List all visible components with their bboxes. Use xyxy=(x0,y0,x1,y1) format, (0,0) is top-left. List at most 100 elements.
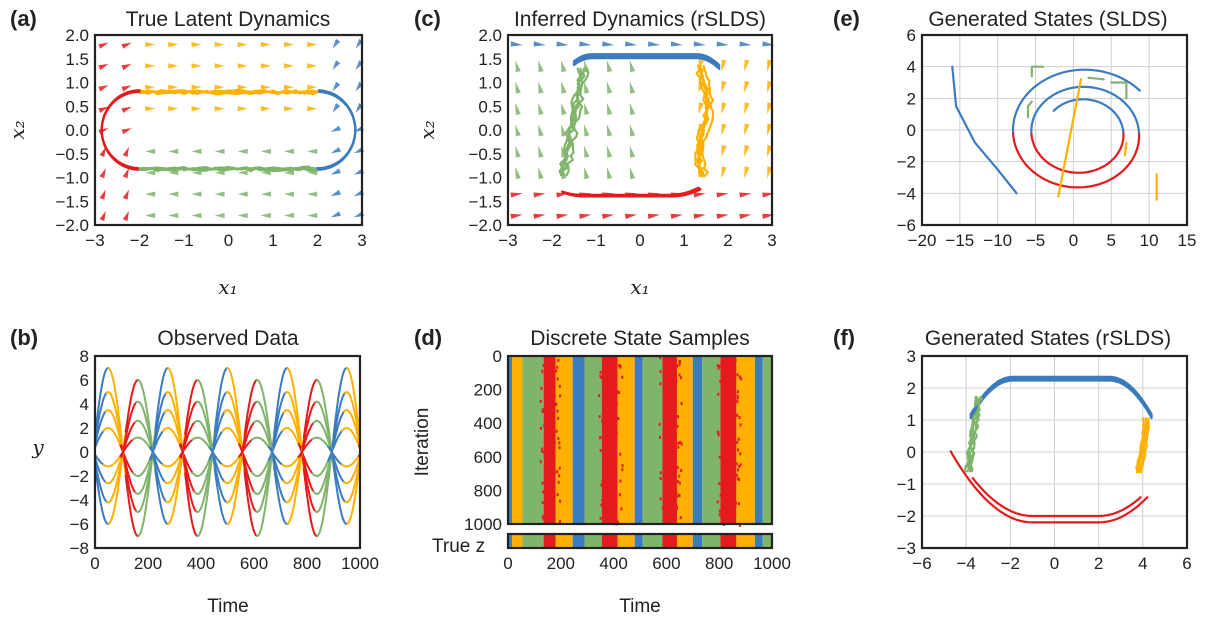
state-band xyxy=(763,356,772,524)
trajectory-segment xyxy=(1054,99,1124,132)
sample-noise xyxy=(600,449,602,452)
sample-noise xyxy=(680,516,682,519)
vector-arrow xyxy=(261,85,271,90)
sample-noise xyxy=(603,435,605,438)
sample-noise xyxy=(666,384,668,387)
sample-noise xyxy=(603,385,605,388)
vector-arrow xyxy=(694,41,706,46)
sample-noise xyxy=(557,417,559,420)
y-tick-label: −0.5 xyxy=(468,145,502,164)
sample-noise xyxy=(737,373,739,376)
sample-noise xyxy=(619,479,621,482)
y-tick-label: 2.0 xyxy=(478,26,502,45)
x-tick-label: −15 xyxy=(945,231,974,250)
x-tick-label: 15 xyxy=(1178,231,1197,250)
vector-arrow xyxy=(630,124,636,136)
sample-noise xyxy=(558,474,560,477)
state-band xyxy=(721,356,737,524)
sample-noise xyxy=(603,461,605,464)
sample-noise xyxy=(617,391,619,394)
vector-arrow xyxy=(168,213,178,218)
sample-noise xyxy=(616,431,618,434)
x-tick-label: 2 xyxy=(313,231,322,250)
sample-noise xyxy=(723,429,725,432)
true-z-band xyxy=(677,534,693,548)
sample-noise xyxy=(733,399,735,402)
sample-noise xyxy=(735,502,737,505)
panel-c-plot: −3 −2 −1 0 1 2 32.01.51.00.50.0−0.5−1.0−1.5−2.… xyxy=(468,26,776,250)
vector-arrow xyxy=(584,124,589,136)
sample-noise xyxy=(557,410,559,413)
sample-noise xyxy=(602,407,604,410)
vector-arrow xyxy=(744,124,750,136)
sample-noise xyxy=(541,447,543,450)
trajectory-orange xyxy=(1125,143,1127,156)
x-tick-label: 6 xyxy=(1182,554,1191,573)
sample-noise xyxy=(719,513,721,516)
vector-arrow xyxy=(98,64,108,70)
sample-noise xyxy=(679,482,681,485)
vector-arrow xyxy=(648,214,660,219)
sample-noise xyxy=(724,417,726,420)
true-z-band xyxy=(702,534,720,548)
sample-noise xyxy=(679,363,681,366)
y-tick-label: 3 xyxy=(907,347,916,366)
vector-arrow xyxy=(98,128,108,134)
sample-noise xyxy=(616,403,618,406)
true-z-band xyxy=(635,534,643,548)
trajectory-red xyxy=(562,188,698,195)
sample-noise xyxy=(620,507,622,510)
vector-arrow xyxy=(511,41,523,46)
vector-arrow xyxy=(584,167,589,179)
state-band xyxy=(702,356,720,524)
sample-noise xyxy=(554,395,556,398)
y-tick-label: −1.5 xyxy=(55,192,89,211)
vector-arrow xyxy=(538,103,544,115)
sample-noise xyxy=(614,504,616,507)
sample-noise xyxy=(723,435,725,438)
sample-noise xyxy=(542,491,544,494)
sample-noise xyxy=(614,509,616,512)
sample-noise xyxy=(603,486,605,489)
vector-arrow xyxy=(145,106,155,111)
vector-arrow xyxy=(123,168,129,178)
sample-noise xyxy=(664,490,666,493)
vector-arrow xyxy=(192,192,202,197)
vector-arrow xyxy=(556,214,568,219)
true-z-band xyxy=(763,534,772,548)
vector-arrow xyxy=(145,170,155,175)
vector-arrow xyxy=(307,85,317,90)
true-z-band xyxy=(662,534,677,548)
y-tick-label: −1 xyxy=(897,475,916,494)
sample-noise xyxy=(542,501,544,504)
sample-noise xyxy=(735,392,737,395)
vector-arrow xyxy=(333,103,341,113)
sample-noise xyxy=(540,400,542,403)
sample-noise xyxy=(604,382,606,385)
x-tick-label: −2 xyxy=(130,231,149,250)
sample-noise xyxy=(674,465,676,468)
sample-noise xyxy=(614,380,616,383)
vector-arrow xyxy=(694,193,706,198)
true-z-band xyxy=(693,534,702,548)
sample-noise xyxy=(615,455,617,458)
sample-noise xyxy=(615,490,617,493)
sample-noise xyxy=(678,475,680,478)
sample-noise xyxy=(559,467,561,470)
vector-arrow xyxy=(698,102,703,114)
sample-noise xyxy=(660,471,662,474)
sample-noise xyxy=(617,417,619,420)
vector-arrow xyxy=(284,85,294,90)
state-band xyxy=(643,356,663,524)
y-tick-label: −1.0 xyxy=(468,169,502,188)
title-c: Inferred Dynamics (rSLDS) xyxy=(514,8,766,31)
vector-arrow xyxy=(717,41,729,46)
sample-noise xyxy=(663,368,665,371)
vector-arrow xyxy=(307,42,317,47)
x-tick-label: 2 xyxy=(1094,554,1103,573)
vector-arrow xyxy=(215,192,225,197)
sample-noise xyxy=(719,510,721,513)
vector-arrow xyxy=(284,63,294,68)
sample-noise xyxy=(675,380,677,383)
sample-noise xyxy=(736,441,738,444)
